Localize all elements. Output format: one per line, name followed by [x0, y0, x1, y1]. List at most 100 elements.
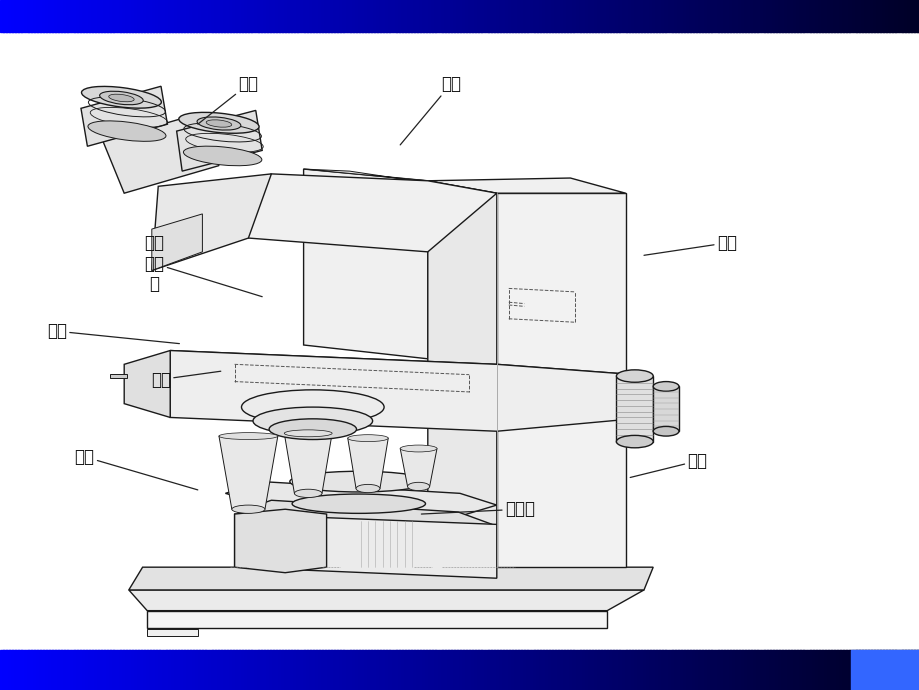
Bar	[95, 0, 99, 32]
Bar	[126, 0, 130, 32]
Bar	[334, 650, 338, 690]
Bar	[686, 650, 690, 690]
Bar	[683, 0, 687, 32]
Bar	[811, 0, 816, 32]
Bar	[772, 0, 776, 32]
Polygon shape	[147, 611, 607, 628]
Bar	[398, 0, 403, 32]
Bar	[83, 0, 86, 32]
Bar	[402, 0, 405, 32]
Bar	[343, 650, 347, 690]
Bar	[839, 650, 844, 690]
Bar	[233, 650, 237, 690]
Bar	[830, 0, 834, 32]
Bar	[267, 650, 270, 690]
Bar	[196, 0, 200, 32]
Bar	[16, 650, 19, 690]
Bar	[496, 0, 500, 32]
Bar	[766, 650, 770, 690]
Bar	[25, 650, 28, 690]
Bar	[830, 650, 834, 690]
Bar	[637, 0, 641, 32]
Bar	[25, 0, 28, 32]
Bar	[267, 0, 270, 32]
Text: 聚光镜: 聚光镜	[421, 500, 534, 518]
Bar	[432, 0, 436, 32]
Bar	[71, 0, 74, 32]
Bar	[85, 650, 90, 690]
Bar	[689, 0, 693, 32]
Bar	[165, 0, 169, 32]
Bar	[744, 650, 748, 690]
Bar	[469, 650, 472, 690]
Bar	[852, 650, 856, 690]
Bar	[802, 0, 807, 32]
Bar	[600, 650, 605, 690]
Bar	[742, 0, 745, 32]
Bar	[726, 0, 730, 32]
Bar	[110, 650, 114, 690]
Bar	[530, 0, 534, 32]
Bar	[751, 0, 754, 32]
Bar	[104, 0, 108, 32]
Bar	[85, 0, 90, 32]
Bar	[205, 650, 210, 690]
Bar	[683, 650, 687, 690]
Bar	[218, 650, 221, 690]
Bar	[674, 0, 678, 32]
Polygon shape	[225, 482, 496, 516]
Polygon shape	[170, 351, 625, 431]
Bar	[720, 650, 724, 690]
Bar	[499, 0, 504, 32]
Bar	[696, 0, 699, 32]
Bar	[625, 650, 629, 690]
Bar	[0, 650, 4, 690]
Bar	[435, 650, 439, 690]
Ellipse shape	[407, 482, 429, 491]
Bar	[530, 650, 534, 690]
Bar	[104, 650, 108, 690]
Bar	[441, 650, 445, 690]
Bar	[425, 650, 430, 690]
Bar	[101, 650, 105, 690]
Bar	[30, 650, 35, 690]
Bar	[616, 650, 619, 690]
Bar	[285, 650, 289, 690]
Bar	[484, 0, 488, 32]
Bar	[276, 0, 279, 32]
Bar	[147, 650, 151, 690]
Bar	[163, 650, 166, 690]
Bar	[190, 0, 194, 32]
Bar	[108, 0, 111, 32]
Bar	[432, 650, 436, 690]
Bar	[58, 650, 62, 690]
Bar	[420, 0, 424, 32]
Bar	[414, 0, 417, 32]
Bar	[634, 650, 638, 690]
Polygon shape	[110, 374, 127, 378]
Bar	[729, 0, 733, 32]
Polygon shape	[400, 448, 437, 486]
Bar	[903, 650, 908, 690]
Bar	[138, 650, 142, 690]
Bar	[159, 0, 164, 32]
Bar	[168, 650, 173, 690]
Bar	[248, 650, 252, 690]
Bar	[916, 650, 919, 690]
Bar	[554, 0, 559, 32]
Bar	[763, 650, 766, 690]
Bar	[573, 650, 577, 690]
Bar	[867, 650, 871, 690]
Bar	[563, 650, 568, 690]
Bar	[631, 0, 635, 32]
Bar	[834, 0, 837, 32]
Bar	[175, 0, 178, 32]
Bar	[297, 650, 301, 690]
Bar	[857, 0, 862, 32]
Bar	[322, 650, 325, 690]
Bar	[6, 650, 10, 690]
Bar	[710, 650, 715, 690]
Bar	[891, 0, 895, 32]
Bar	[882, 650, 886, 690]
Bar	[190, 650, 194, 690]
